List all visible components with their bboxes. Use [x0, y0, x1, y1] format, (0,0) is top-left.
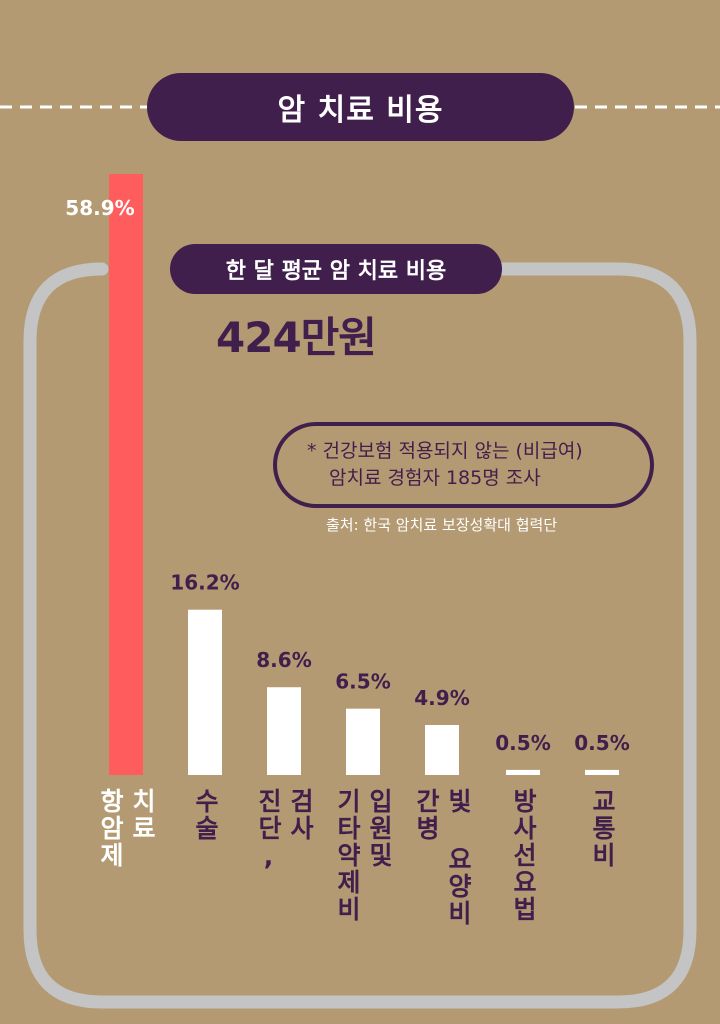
- note-line-1: * 건강보험 적용되지 않는 (비급여): [307, 440, 583, 462]
- label-radiation: 방사선요법: [509, 788, 538, 923]
- label-surgery: 수술: [191, 788, 220, 842]
- bar-5: [506, 769, 540, 775]
- label-anticancer: 치료 항암제: [96, 788, 157, 869]
- survey-note: * 건강보험 적용되지 않는 (비급여) 암치료 경험자 185명 조사: [273, 422, 654, 508]
- label-medication: 입원및 기타약제비: [333, 788, 394, 923]
- value-label-1: 16.2%: [170, 571, 239, 595]
- value-label-6: 0.5%: [574, 731, 629, 755]
- page-title: 암 치료 비용: [277, 93, 444, 128]
- bar-0: [109, 174, 143, 775]
- bar-4: [425, 725, 459, 775]
- value-label-3: 6.5%: [335, 670, 390, 694]
- subtitle: 한 달 평균 암 치료 비용: [225, 259, 447, 284]
- label-diagnosis: 검사 진단,: [254, 788, 315, 873]
- value-label-2: 8.6%: [256, 648, 311, 672]
- value-label-5: 0.5%: [495, 731, 550, 755]
- rounded-frame: [23, 262, 697, 1009]
- bar-1: [188, 609, 222, 775]
- bar-6: [585, 769, 619, 775]
- bar-3: [346, 708, 380, 775]
- value-label-4: 4.9%: [414, 686, 469, 710]
- title-pill: 암 치료 비용: [147, 73, 574, 141]
- subtitle-pill: 한 달 평균 암 치료 비용: [170, 244, 502, 294]
- value-label-0: 58.9%: [65, 196, 134, 220]
- bar-2: [267, 687, 301, 775]
- label-hospitalization: 빛 요양비 간병: [412, 788, 473, 927]
- average-cost: 424만원: [216, 313, 377, 362]
- bars-group: 58.9% 16.2% 8.6% 6.5% 4.9% 0.5% 0.5%: [65, 174, 630, 775]
- label-transport: 교통비: [588, 788, 617, 869]
- source-text: 출처: 한국 암치료 보장성확대 협력단: [326, 516, 558, 534]
- note-line-2: 암치료 경험자 185명 조사: [329, 467, 541, 489]
